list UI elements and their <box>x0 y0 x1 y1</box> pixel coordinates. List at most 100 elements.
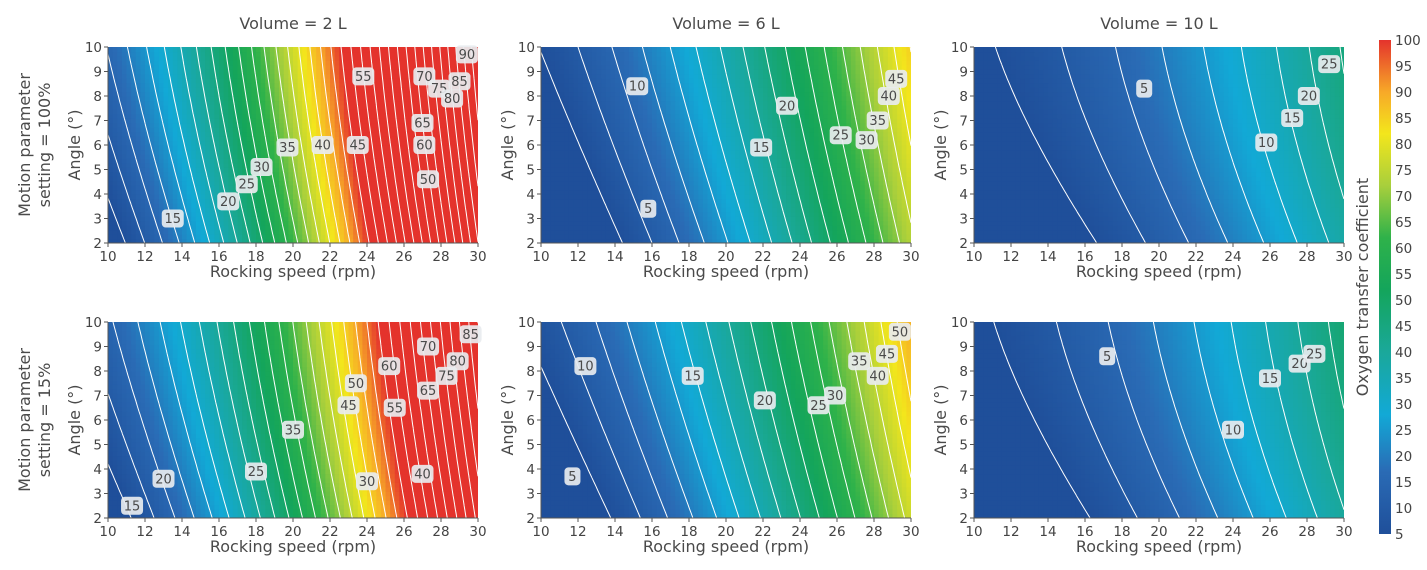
contour-cell <box>906 198 911 204</box>
contour-cell <box>214 238 220 243</box>
contour-cell <box>436 140 442 146</box>
contour-cell <box>459 189 465 195</box>
contour-cell <box>468 109 474 115</box>
contour-cell <box>380 109 387 115</box>
contour-cell <box>790 198 796 204</box>
contour-cell <box>776 207 783 213</box>
contour-cell <box>624 211 630 217</box>
contour-cell <box>413 229 419 235</box>
contour-cell <box>399 185 405 191</box>
contour-cell <box>399 234 405 240</box>
contour-cell <box>554 180 561 186</box>
contour-cell <box>251 91 257 97</box>
contour-cell <box>422 153 428 159</box>
contour-cell <box>330 185 336 191</box>
contour-cell <box>214 47 220 53</box>
contour-cell <box>232 180 239 186</box>
contour-cell <box>293 51 299 57</box>
contour-cell <box>131 176 137 182</box>
contour-cell <box>126 198 132 204</box>
contour-cell <box>781 225 787 231</box>
contour-cell <box>126 220 132 226</box>
contour-cell <box>214 198 220 204</box>
contour-cell <box>242 51 248 57</box>
contour-cell <box>269 69 276 75</box>
contour-cell <box>135 225 141 231</box>
contour-cell <box>191 140 197 146</box>
contour-cell <box>578 234 584 240</box>
contour-cell <box>554 229 561 235</box>
contour-cell <box>343 158 350 164</box>
contour-cell <box>223 234 229 240</box>
contour-cell <box>330 113 336 119</box>
contour-cell <box>441 202 447 208</box>
contour-cell <box>689 211 695 217</box>
contour-cell <box>311 64 317 70</box>
contour-cell <box>601 180 607 186</box>
contour-cell <box>730 207 736 213</box>
contour-cell <box>441 51 447 57</box>
contour-cell <box>214 234 220 240</box>
contour-cell <box>675 216 681 222</box>
contour-cell <box>145 176 151 182</box>
contour-cell <box>445 185 451 191</box>
contour-cell <box>121 171 128 177</box>
contour-cell <box>274 189 280 195</box>
contour-cell <box>371 220 377 226</box>
contour-cell <box>158 100 165 106</box>
contour-cell <box>399 73 405 79</box>
contour-cell <box>404 185 410 191</box>
contour-cell <box>744 176 750 182</box>
contour-cell <box>399 51 405 57</box>
contour-cell <box>850 185 857 191</box>
contour-cell <box>126 109 132 115</box>
contour-cell <box>473 78 478 84</box>
contour-cell <box>334 149 340 155</box>
contour-cell <box>675 189 681 195</box>
contour-cell <box>661 185 667 191</box>
contour-cell <box>739 189 746 195</box>
contour-cell <box>228 100 234 106</box>
contour-cell <box>445 64 451 70</box>
contour-cell <box>242 69 248 75</box>
contour-cell <box>154 104 160 110</box>
contour-cell <box>232 82 239 88</box>
contour-cell <box>702 238 709 243</box>
contour-cell <box>279 180 285 186</box>
contour-cell <box>131 211 137 217</box>
contour-cell <box>568 180 574 186</box>
contour-cell <box>112 78 118 84</box>
contour-cell <box>605 180 611 186</box>
contour-cell <box>163 131 169 137</box>
contour-cell <box>228 225 234 231</box>
contour-cell <box>610 167 616 173</box>
contour-cell <box>260 104 266 110</box>
contour-cell <box>647 176 653 182</box>
contour-cell <box>445 122 451 128</box>
contour-cell <box>288 158 294 164</box>
contour-cell <box>131 185 137 191</box>
contour-cell <box>260 127 266 133</box>
contour-cell <box>841 202 847 208</box>
contour-cell <box>117 64 123 70</box>
contour-cell <box>320 51 326 57</box>
contour-cell <box>763 207 769 213</box>
contour-cell <box>325 127 331 133</box>
contour-cell <box>800 216 806 222</box>
contour-cell <box>841 229 847 235</box>
contour-cell <box>473 87 478 93</box>
contour-cell <box>302 171 308 177</box>
contour-cell <box>191 136 197 142</box>
contour-cell <box>357 118 363 124</box>
contour-cell <box>145 225 151 231</box>
contour-cell <box>832 171 838 177</box>
contour-cell <box>269 140 276 146</box>
contour-cell <box>413 234 419 240</box>
contour-cell <box>587 189 593 195</box>
contour-cell <box>325 82 331 88</box>
contour-cell <box>869 167 875 173</box>
contour-cell <box>260 149 266 155</box>
contour-cell <box>214 167 220 173</box>
contour-cell <box>242 96 248 102</box>
contour-cell <box>624 180 630 186</box>
